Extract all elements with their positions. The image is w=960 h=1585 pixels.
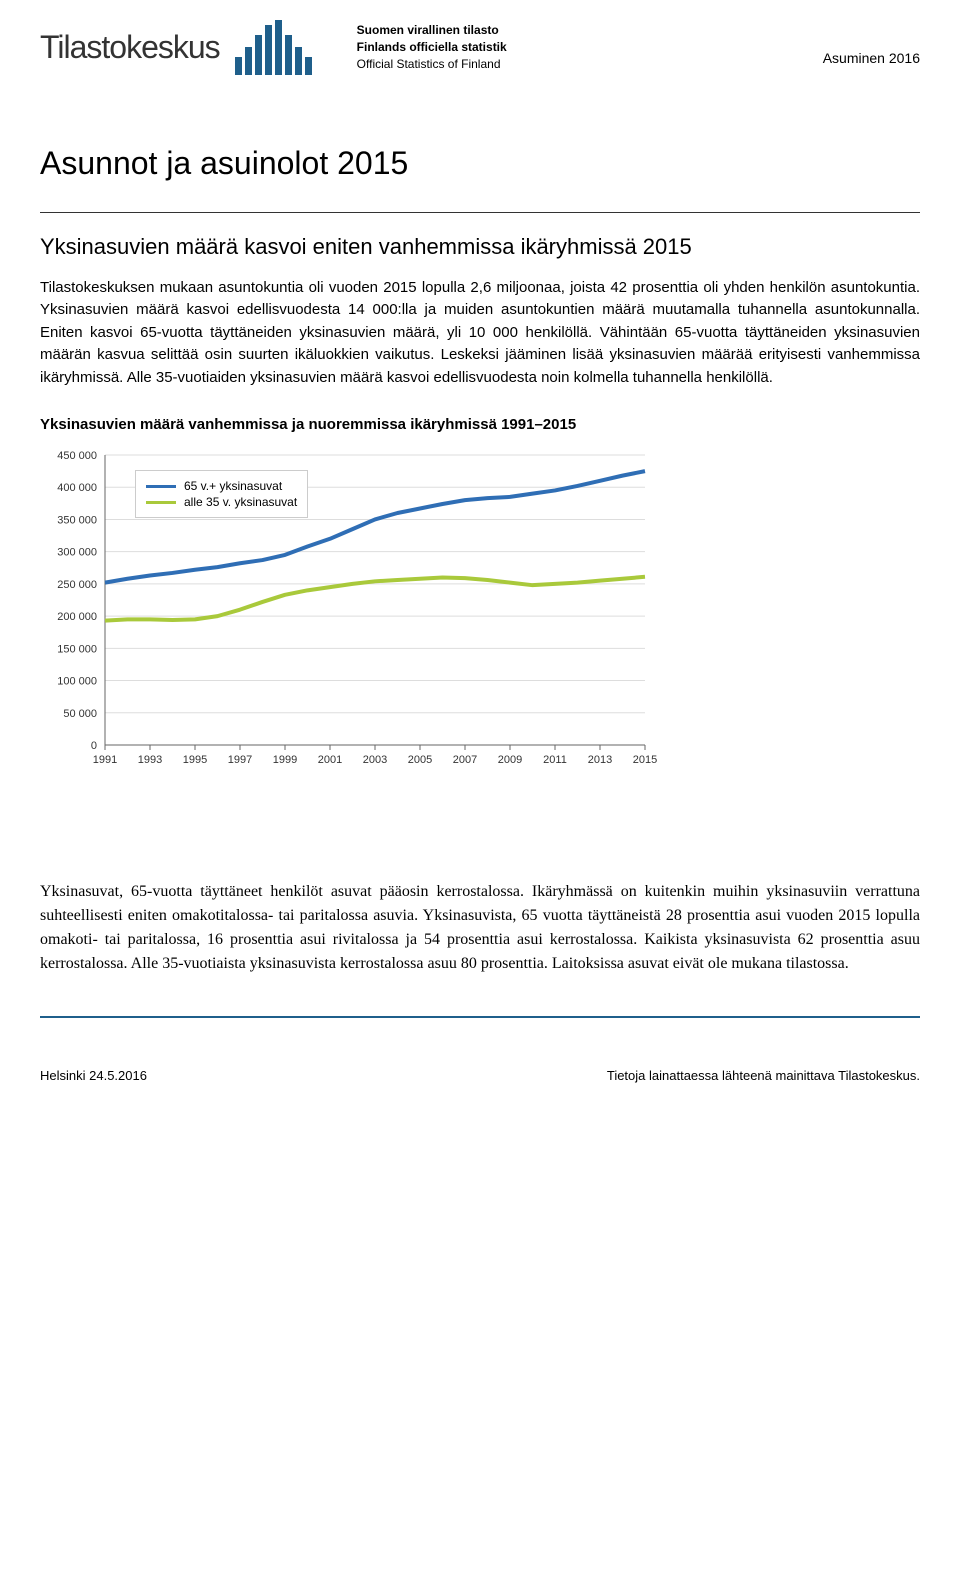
svg-text:2009: 2009 (498, 754, 522, 766)
official-stats-sv: Finlands officiella statistik (357, 39, 507, 56)
svg-text:150 000: 150 000 (57, 643, 97, 655)
svg-text:1995: 1995 (183, 754, 207, 766)
svg-text:450 000: 450 000 (57, 450, 97, 462)
svg-text:100 000: 100 000 (57, 676, 97, 688)
page-footer: Helsinki 24.5.2016 Tietoja lainattaessa … (40, 1058, 920, 1083)
page-header: Tilastokeskus Suomen virallinen tilasto … (40, 20, 920, 75)
legend-swatch (146, 485, 176, 488)
svg-text:2007: 2007 (453, 754, 477, 766)
footer-attribution: Tietoja lainattaessa lähteenä mainittava… (607, 1068, 920, 1083)
legend-item: 65 v.+ yksinasuvat (146, 479, 297, 493)
legend-swatch (146, 501, 176, 504)
official-stats-block: Suomen virallinen tilasto Finlands offic… (357, 22, 507, 72)
svg-text:2001: 2001 (318, 754, 342, 766)
paragraph-2: Yksinasuvat, 65-vuotta täyttäneet henkil… (40, 880, 920, 976)
svg-text:2015: 2015 (633, 754, 657, 766)
svg-text:200 000: 200 000 (57, 611, 97, 623)
logo-bars-icon (235, 20, 312, 75)
divider (40, 212, 920, 213)
legend-item: alle 35 v. yksinasuvat (146, 495, 297, 509)
svg-text:1993: 1993 (138, 754, 162, 766)
svg-text:2013: 2013 (588, 754, 612, 766)
svg-text:2005: 2005 (408, 754, 432, 766)
page-title: Asunnot ja asuinolot 2015 (40, 145, 920, 182)
footer-date: Helsinki 24.5.2016 (40, 1068, 147, 1083)
header-left: Tilastokeskus Suomen virallinen tilasto … (40, 20, 507, 75)
svg-text:300 000: 300 000 (57, 547, 97, 559)
svg-text:400 000: 400 000 (57, 482, 97, 494)
svg-text:50 000: 50 000 (63, 708, 97, 720)
line-chart: 0 50 000 100 000 150 000 200 000 250 000 300 0… (40, 450, 660, 780)
legend-label: 65 v.+ yksinasuvat (184, 479, 282, 493)
subtitle: Yksinasuvien määrä kasvoi eniten vanhemm… (40, 233, 920, 262)
chart-legend: 65 v.+ yksinasuvat alle 35 v. yksinasuvat (135, 470, 308, 518)
official-stats-fi: Suomen virallinen tilasto (357, 22, 507, 39)
logo-text: Tilastokeskus (40, 29, 220, 66)
legend-label: alle 35 v. yksinasuvat (184, 495, 297, 509)
svg-text:0: 0 (91, 740, 97, 752)
chart-svg: 0 50 000 100 000 150 000 200 000 250 000 300 0… (40, 450, 660, 780)
svg-text:250 000: 250 000 (57, 579, 97, 591)
svg-text:350 000: 350 000 (57, 515, 97, 527)
svg-text:1999: 1999 (273, 754, 297, 766)
category-label: Asuminen 2016 (823, 50, 920, 66)
svg-text:2003: 2003 (363, 754, 387, 766)
official-stats-en: Official Statistics of Finland (357, 56, 507, 73)
svg-text:2011: 2011 (543, 754, 567, 766)
chart-title: Yksinasuvien määrä vanhemmissa ja nuorem… (40, 414, 920, 435)
svg-text:1991: 1991 (93, 754, 117, 766)
paragraph-1: Tilastokeskuksen mukaan asuntokuntia oli… (40, 277, 920, 390)
footer-divider (40, 1016, 920, 1018)
svg-text:1997: 1997 (228, 754, 252, 766)
